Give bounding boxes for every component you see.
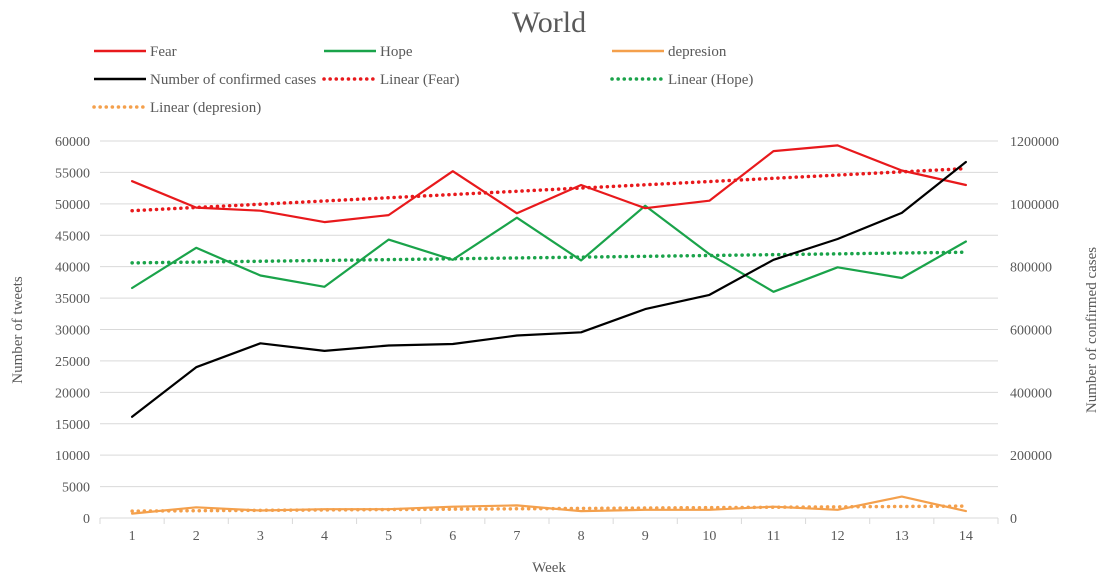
right-axis-ticks: 0 200000 400000 600000 800000 1000000 1200000	[1010, 135, 1059, 527]
y2-tick-label: 600000	[1010, 324, 1052, 339]
x-tick-label: 8	[578, 529, 585, 544]
chart-title: World	[512, 6, 586, 39]
y2-axis-label: Number of confirmed cases	[1084, 247, 1099, 413]
x-tick-label: 3	[257, 529, 264, 544]
y-axis-label: Number of tweets	[10, 276, 26, 384]
legend-item: Number of confirmed cases	[94, 72, 316, 88]
series-line-number-of-confirmed-cases	[131, 160, 968, 418]
x-tick-label: 13	[895, 529, 909, 544]
x-tick-label: 4	[321, 529, 328, 544]
y-tick-label: 60000	[55, 135, 90, 150]
y2-tick-label: 1000000	[1010, 198, 1059, 213]
y-tick-label: 5000	[62, 481, 90, 496]
x-tick-label: 9	[642, 529, 649, 544]
x-tick-label: 12	[831, 529, 845, 544]
y2-tick-label: 0	[1010, 512, 1017, 527]
series-line-hope	[131, 204, 968, 293]
legend-item: Fear	[94, 44, 177, 60]
legend-item: Linear (Hope)	[610, 72, 753, 88]
y-tick-label: 40000	[55, 261, 90, 276]
legend-item: depresion	[612, 44, 727, 60]
legend: Fear Hope depresion Number of confirmed cas…	[92, 44, 753, 116]
series-layer	[130, 144, 968, 515]
x-tick-label: 11	[767, 529, 780, 544]
y-tick-label: 25000	[55, 355, 90, 370]
y-tick-label: 35000	[55, 292, 90, 307]
legend-label: Hope	[380, 44, 413, 60]
series-line-linear-hope	[130, 250, 968, 265]
y2-tick-label: 800000	[1010, 261, 1052, 276]
y-tick-label: 45000	[55, 229, 90, 244]
x-tick-label: 6	[449, 529, 456, 544]
y-tick-label: 55000	[55, 166, 90, 181]
x-axis-label: Week	[532, 560, 566, 575]
y-tick-label: 10000	[55, 449, 90, 464]
series-line-depresion	[131, 495, 968, 515]
legend-item: Hope	[324, 44, 413, 60]
y-tick-label: 30000	[55, 324, 90, 339]
x-axis-ticks: 1 2 3 4 5 6 7 8 9 10 11 12 13 14	[99, 518, 999, 544]
legend-label: Linear (Hope)	[668, 72, 753, 88]
y2-tick-label: 200000	[1010, 449, 1052, 464]
legend-label: Number of confirmed cases	[150, 72, 316, 88]
series-line-linear-fear	[130, 166, 968, 213]
left-axis-ticks: 0 5000 10000 15000 20000 25000 30000 35000 40000…	[55, 135, 90, 527]
legend-label: Fear	[150, 44, 177, 60]
gridlines	[100, 140, 998, 488]
x-tick-label: 5	[385, 529, 392, 544]
series-line-fear	[131, 144, 968, 224]
x-tick-label: 7	[513, 529, 520, 544]
x-tick-label: 2	[193, 529, 200, 544]
x-tick-label: 1	[129, 529, 136, 544]
legend-item: Linear (Fear)	[322, 72, 460, 88]
legend-item: Linear (depresion)	[92, 100, 261, 116]
y-tick-label: 20000	[55, 386, 90, 401]
y2-tick-label: 400000	[1010, 386, 1052, 401]
y-tick-label: 15000	[55, 418, 90, 433]
y2-tick-label: 1200000	[1010, 135, 1059, 150]
legend-label: Linear (depresion)	[150, 100, 261, 116]
x-tick-label: 14	[959, 529, 973, 544]
legend-label: depresion	[668, 44, 727, 60]
y-tick-label: 50000	[55, 198, 90, 213]
legend-label: Linear (Fear)	[380, 72, 460, 88]
x-tick-label: 10	[702, 529, 716, 544]
y-tick-label: 0	[83, 512, 90, 527]
